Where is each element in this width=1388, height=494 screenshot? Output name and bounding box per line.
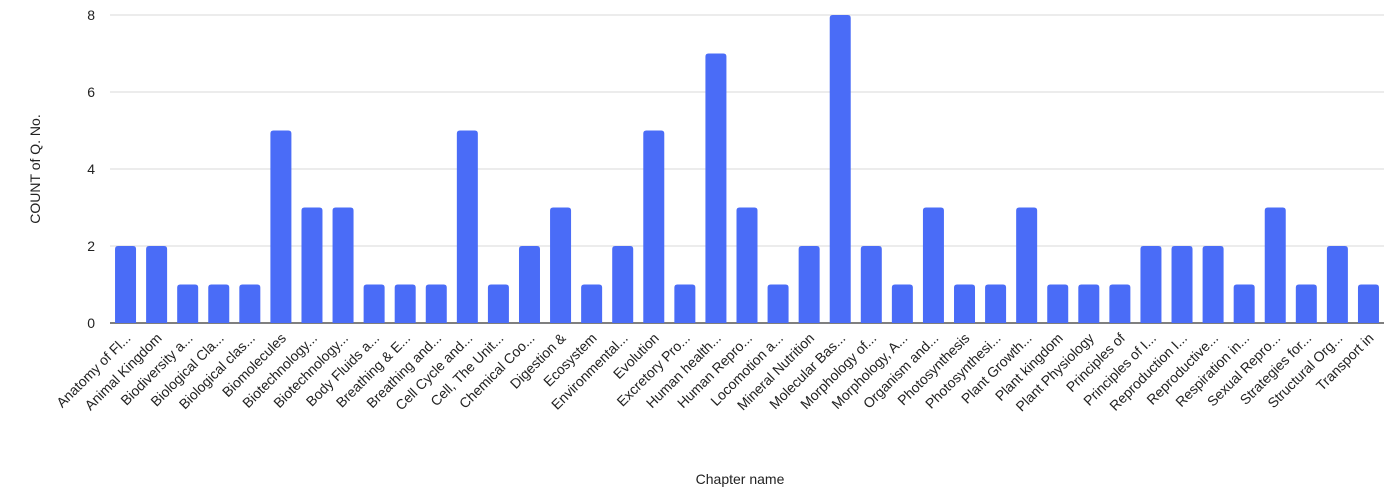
bar — [705, 53, 727, 323]
bar — [860, 246, 882, 323]
bar — [829, 15, 851, 323]
bar — [1326, 246, 1348, 323]
bar — [425, 284, 447, 323]
bar — [1295, 284, 1317, 323]
bar — [363, 284, 385, 323]
bar — [1016, 207, 1038, 323]
y-axis-ticks: 0 2 4 6 8 — [87, 7, 95, 331]
bar — [239, 284, 261, 323]
bar — [767, 284, 789, 323]
bar — [798, 246, 820, 323]
bar — [581, 284, 603, 323]
bar — [332, 207, 354, 323]
bar — [922, 207, 944, 323]
bar — [550, 207, 572, 323]
bar — [1140, 246, 1162, 323]
bar — [985, 284, 1007, 323]
bar — [674, 284, 696, 323]
bars — [115, 15, 1379, 323]
bar — [208, 284, 230, 323]
y-tick-label: 2 — [87, 238, 95, 254]
bar — [891, 284, 913, 323]
bar — [518, 246, 540, 323]
x-axis-labels: Anatomy of Fl...Animal KingdomBiodiversi… — [53, 329, 1377, 414]
bar — [487, 284, 509, 323]
bar — [954, 284, 976, 323]
bar — [301, 207, 323, 323]
bar — [1047, 284, 1069, 323]
y-tick-label: 0 — [87, 315, 95, 331]
bar — [1171, 246, 1193, 323]
bar — [736, 207, 758, 323]
x-axis-title: Chapter name — [696, 471, 785, 487]
bar — [177, 284, 199, 323]
bar — [394, 284, 416, 323]
bar — [1109, 284, 1131, 323]
bar — [1202, 246, 1224, 323]
y-tick-label: 4 — [87, 161, 95, 177]
bar — [612, 246, 634, 323]
bar — [643, 130, 665, 323]
y-tick-label: 8 — [87, 7, 95, 23]
y-tick-label: 6 — [87, 84, 95, 100]
bar — [1233, 284, 1255, 323]
bar — [1357, 284, 1379, 323]
bar — [115, 246, 137, 323]
bar — [146, 246, 168, 323]
bar — [270, 130, 292, 323]
bar — [456, 130, 478, 323]
y-axis-title: COUNT of Q. No. — [27, 114, 43, 223]
bar — [1078, 284, 1100, 323]
bar — [1264, 207, 1286, 323]
